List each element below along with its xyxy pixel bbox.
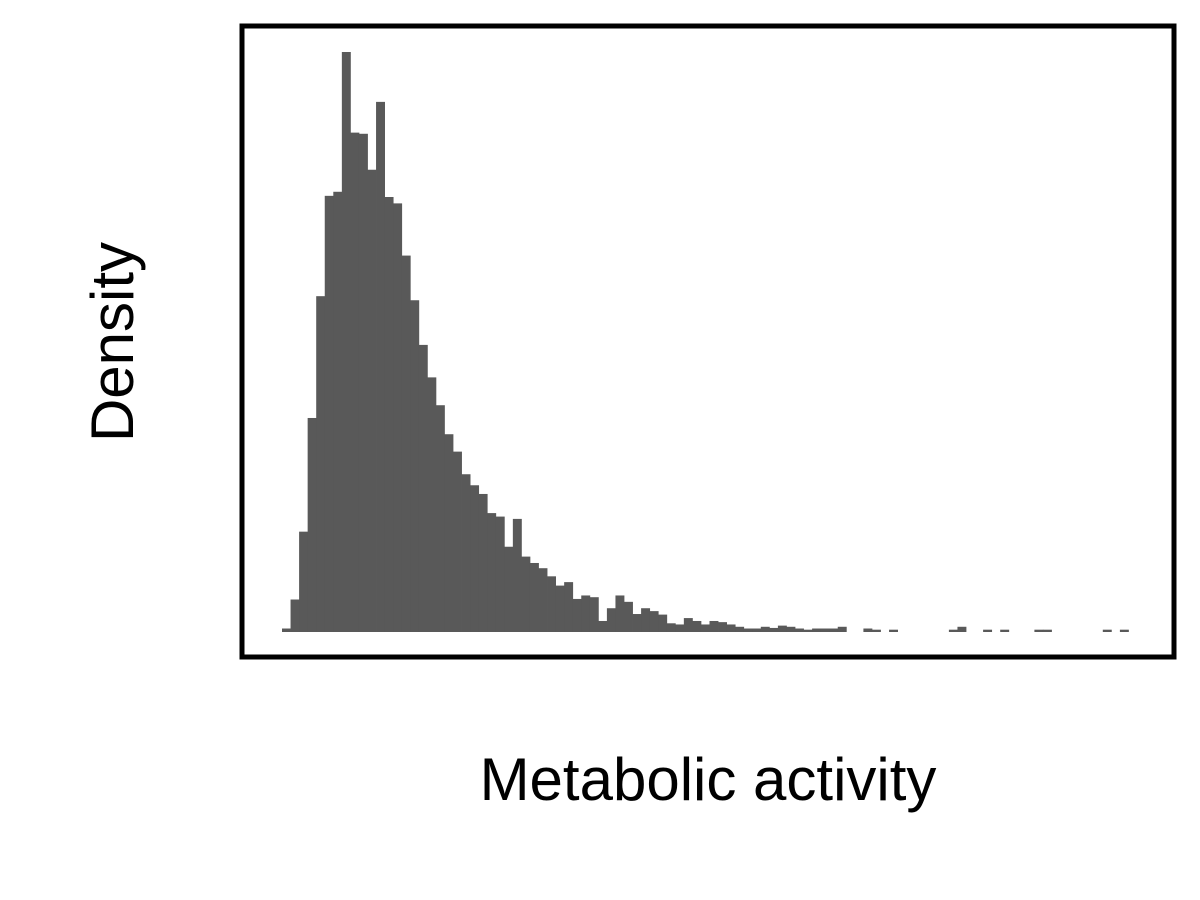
histogram-bar [547, 576, 556, 632]
histogram-bar [376, 101, 385, 632]
histogram-bar [837, 626, 847, 632]
histogram-bar [1000, 629, 1010, 632]
histogram-bar [675, 624, 685, 632]
x-axis-label: Metabolic activity [480, 746, 937, 813]
histogram-bar [769, 627, 779, 632]
histogram-bar [589, 597, 599, 632]
histogram-bar [692, 620, 702, 632]
histogram-bar [735, 626, 745, 632]
histogram-bar [521, 556, 531, 632]
histogram-bar [512, 518, 522, 632]
histogram-bar [718, 622, 727, 632]
histogram-bar [598, 620, 608, 632]
histogram-bar [307, 417, 317, 632]
histogram-bar [683, 618, 693, 632]
histogram-bar [1119, 629, 1129, 632]
histogram-bar [538, 568, 548, 632]
histogram-bar [504, 546, 514, 632]
histogram-bar [1102, 629, 1112, 632]
histogram-bar [649, 611, 659, 632]
histogram-bar [316, 296, 326, 632]
histogram-bar [393, 203, 403, 632]
histogram-bar [581, 595, 591, 632]
histogram-bars [282, 52, 1129, 633]
histogram-bar [529, 562, 539, 632]
histogram-bar [401, 255, 411, 632]
histogram-bar [863, 628, 873, 632]
histogram-bar [435, 405, 445, 632]
histogram-bar [461, 474, 471, 632]
histogram-bar [709, 620, 719, 632]
histogram-bar [418, 344, 428, 632]
histogram-bar [470, 485, 480, 632]
histogram-bar [658, 614, 668, 632]
histogram-bar [632, 614, 642, 632]
histogram-bar [666, 623, 676, 632]
histogram-bar [564, 582, 574, 632]
histogram-bar [290, 599, 300, 632]
histogram-bar [786, 626, 796, 632]
histogram-bar [572, 598, 582, 632]
histogram-bar [478, 493, 488, 632]
histogram-bar [341, 52, 351, 632]
histogram-bar [444, 434, 454, 632]
histogram-bar [1034, 629, 1044, 632]
histogram-bar [871, 629, 881, 632]
histogram-bar [948, 629, 958, 632]
histogram-bar [453, 451, 462, 632]
histogram-bar [889, 629, 898, 632]
histogram-bar [606, 608, 616, 632]
y-axis-label: Density [79, 242, 146, 442]
histogram-bar [427, 377, 437, 632]
histogram-bar [743, 628, 753, 632]
histogram-bar [495, 516, 505, 632]
histogram-bar [812, 628, 822, 632]
histogram-bar [820, 628, 830, 632]
histogram-bar [983, 629, 993, 632]
histogram-bar [829, 628, 839, 632]
plot-frame [239, 23, 1177, 660]
histogram-bar [555, 585, 565, 632]
histogram-bar [299, 531, 309, 632]
histogram-bar [410, 300, 420, 632]
histogram-bar [624, 601, 633, 632]
histogram-bar [957, 626, 967, 632]
histogram-bar [615, 595, 625, 632]
histogram-bar [777, 625, 787, 632]
histogram-bar [752, 628, 762, 632]
histogram-bar [333, 191, 343, 632]
histogram-bar [641, 608, 651, 632]
histogram-bar [700, 624, 710, 632]
histogram-bar [358, 133, 368, 632]
histogram-bar [1042, 629, 1052, 632]
histogram-bar [282, 628, 291, 632]
histogram-bar [384, 197, 394, 632]
histogram-bar [795, 628, 804, 632]
histogram-bar [803, 629, 813, 632]
histogram-bar [350, 132, 360, 632]
histogram-bar [726, 624, 736, 632]
histogram-bar [487, 513, 497, 632]
histogram-bar [367, 169, 377, 633]
histogram-bar [760, 626, 770, 632]
histogram-bar [324, 195, 334, 632]
